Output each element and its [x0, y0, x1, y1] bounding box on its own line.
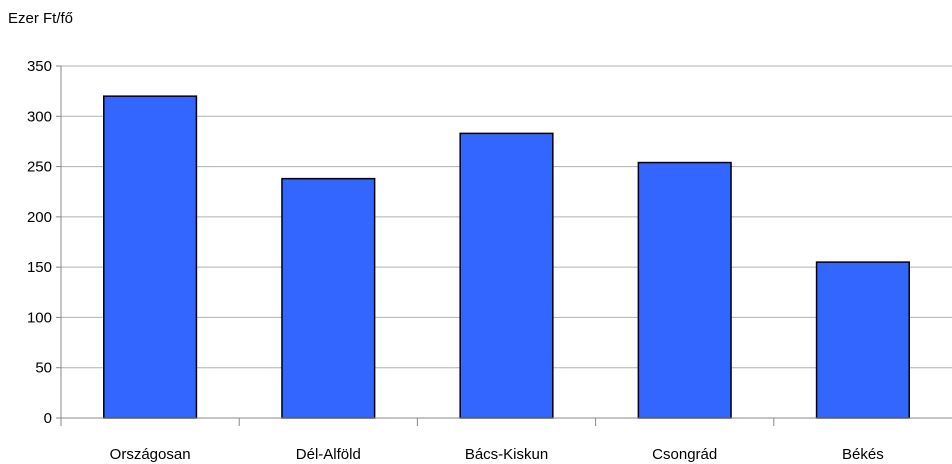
- y-axis-ticks: 0 50 100 150 200 250 300 350: [27, 58, 61, 427]
- bar: [815, 261, 910, 419]
- x-tick-label: Bács-Kiskun: [465, 446, 548, 463]
- y-axis-label: Ezer Ft/fő: [8, 10, 73, 27]
- x-tick-label: Csongrád: [652, 446, 717, 463]
- y-tick-label: 200: [27, 209, 52, 226]
- bar: [459, 132, 554, 419]
- x-tick-label: Dél-Alföld: [296, 446, 361, 463]
- y-tick-label: 0: [44, 410, 52, 427]
- bar: [281, 177, 376, 419]
- y-tick-label: 50: [35, 360, 52, 377]
- y-tick-label: 250: [27, 159, 52, 176]
- y-tick-label: 300: [27, 108, 52, 125]
- bar: [103, 95, 198, 419]
- y-tick-label: 100: [27, 309, 52, 326]
- x-tick-label: Békés: [842, 446, 884, 463]
- axes: [60, 66, 952, 426]
- bars: [103, 95, 910, 419]
- bar: [637, 161, 732, 419]
- x-tick-label: Országosan: [110, 446, 191, 463]
- x-axis-ticks: Országosan Dél-Alföld Bács-Kiskun Csongrád B…: [110, 418, 884, 463]
- y-tick-label: 350: [27, 58, 52, 75]
- y-tick-label: 150: [27, 259, 52, 276]
